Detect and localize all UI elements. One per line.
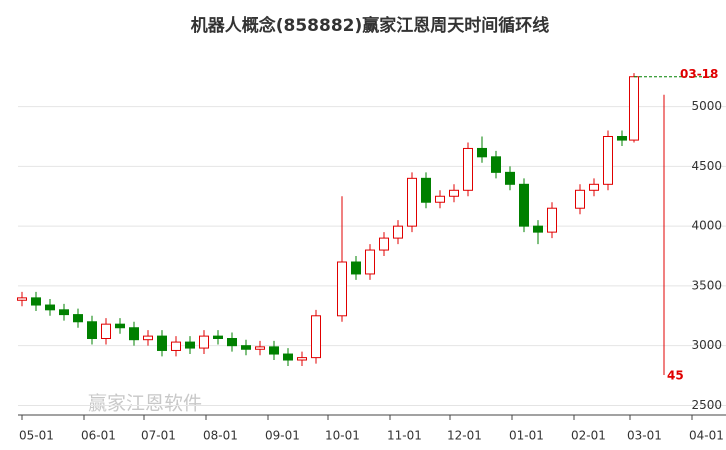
- candle-body: [31, 297, 41, 306]
- candle-body: [73, 314, 83, 323]
- y-tick-label: 3500: [691, 278, 722, 292]
- x-tick-label: 09-01: [265, 429, 300, 443]
- x-tick-label: 02-01: [571, 429, 606, 443]
- candle-body: [185, 341, 195, 349]
- candle-body: [393, 225, 403, 239]
- candle-body: [115, 323, 125, 329]
- candle-body: [449, 189, 459, 197]
- candle-body: [101, 323, 111, 340]
- y-tick-label: 3000: [691, 338, 722, 352]
- candle-body: [283, 353, 293, 361]
- x-tick-label: 03-01: [627, 429, 662, 443]
- candle-body: [143, 335, 153, 341]
- x-tick-label: 07-01: [141, 429, 176, 443]
- y-tick-label: 4500: [691, 159, 722, 173]
- candle-body: [351, 261, 361, 275]
- x-tick-label: 08-01: [203, 429, 238, 443]
- candle-body: [255, 346, 265, 350]
- cycle-count: 45: [667, 369, 684, 383]
- candle-body: [505, 171, 515, 185]
- y-tick-label: 4000: [691, 219, 722, 233]
- candle-body: [547, 207, 557, 233]
- candle-body: [407, 177, 417, 227]
- cycle-date: 03-18: [680, 67, 718, 81]
- candle-body: [213, 335, 223, 340]
- candle-body: [519, 183, 529, 227]
- x-tick-label: 06-01: [81, 429, 116, 443]
- candle-body: [421, 177, 431, 203]
- candle-body: [589, 183, 599, 191]
- candle-body: [199, 335, 209, 349]
- candle-body: [491, 156, 501, 173]
- candle-body: [463, 147, 473, 191]
- candle-body: [297, 357, 307, 361]
- candle-body: [337, 261, 347, 317]
- candle-body: [157, 335, 167, 351]
- watermark: 赢家江恩软件: [88, 393, 202, 415]
- candle-body: [575, 189, 585, 209]
- x-tick-label: 05-01: [19, 429, 54, 443]
- candle-body: [129, 327, 139, 341]
- candle-body: [45, 304, 55, 311]
- candle-body: [629, 76, 639, 141]
- x-tick-label: 01-01: [509, 429, 544, 443]
- candle-body: [17, 297, 27, 301]
- candle-body: [241, 345, 251, 350]
- chart-title: 机器人概念(858882)赢家江恩周天时间循环线: [191, 15, 550, 36]
- x-tick-label: 12-01: [447, 429, 482, 443]
- candle-body: [533, 225, 543, 233]
- candle-body: [617, 135, 627, 141]
- candle-body: [603, 135, 613, 185]
- x-tick-label: 04-01: [689, 429, 724, 443]
- candle-body: [477, 147, 487, 158]
- x-tick-label: 10-01: [325, 429, 360, 443]
- candle-body: [311, 315, 321, 359]
- candle-body: [269, 346, 279, 355]
- y-tick-label: 2500: [691, 398, 722, 412]
- candle-body: [379, 237, 389, 251]
- y-tick-label: 5000: [691, 99, 722, 113]
- candle-body: [87, 321, 97, 340]
- candle-body: [365, 249, 375, 275]
- candle-body: [435, 195, 445, 203]
- candle-body: [227, 338, 237, 347]
- candle-body: [59, 309, 69, 316]
- x-tick-label: 11-01: [387, 429, 422, 443]
- candle-body: [171, 341, 181, 351]
